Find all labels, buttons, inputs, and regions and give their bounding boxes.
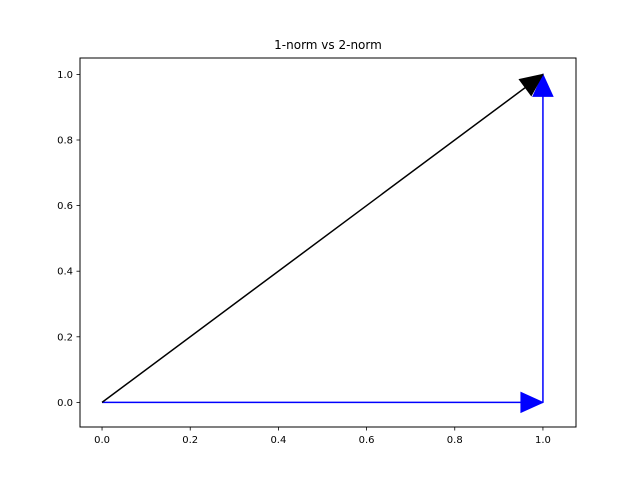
plot-frame	[79, 57, 577, 428]
x-tick-label: 0.4	[270, 435, 286, 446]
y-tick-label: 1.0	[57, 70, 73, 81]
x-tick-label: 0.6	[359, 435, 375, 446]
chart-title: 1-norm vs 2-norm	[274, 38, 382, 52]
arrow-head	[520, 391, 545, 414]
x-tick-label: 0.0	[94, 435, 110, 446]
y-tick-label: 0.0	[57, 398, 73, 409]
y-tick-label: 0.8	[57, 136, 73, 147]
arrow-shaft	[101, 73, 544, 404]
arrow-head	[518, 73, 544, 97]
y-tick-label: 0.6	[57, 201, 73, 212]
x-tick-label: 1.0	[535, 435, 551, 446]
x-tick-label: 0.2	[182, 435, 198, 446]
arrow-head	[532, 73, 554, 97]
y-tick-label: 0.2	[57, 332, 73, 343]
vector-arrows	[101, 73, 554, 414]
x-tick-label: 0.8	[447, 435, 463, 446]
axis-ticks: 0.0 0.2 0.4 0.6 0.8 1.0 0.0 0.2 0.4 0.6 0.8 1.0	[57, 70, 551, 446]
y-tick-label: 0.4	[57, 267, 73, 278]
